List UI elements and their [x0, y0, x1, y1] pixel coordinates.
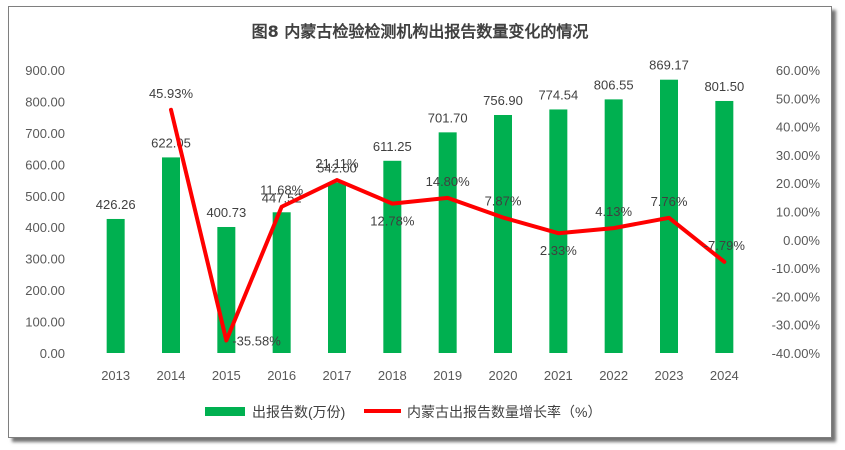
line-value-label: -7.79%: [704, 238, 746, 253]
right-tick-label: 50.00%: [776, 91, 821, 106]
left-tick-label: 300.00: [25, 252, 65, 267]
line-value-label: 14.80%: [426, 174, 471, 189]
x-tick-label: 2019: [433, 368, 462, 383]
x-tick-label: 2017: [323, 368, 352, 383]
x-tick-label: 2023: [655, 368, 684, 383]
bar-value-label: 774.54: [538, 87, 578, 102]
x-tick-label: 2015: [212, 368, 241, 383]
bar-value-label: 622.05: [151, 135, 191, 150]
right-tick-label: -20.00%: [772, 289, 821, 304]
right-tick-label: -30.00%: [772, 318, 821, 333]
bar: [715, 100, 734, 353]
line-value-label: 2.33%: [540, 243, 577, 258]
line-value-label: -35.58%: [232, 333, 281, 348]
legend: 出报告数(万份) 内蒙古出报告数量增长率（%）: [205, 404, 601, 420]
bar-value-label: 611.25: [373, 139, 412, 154]
line-value-label: 12.78%: [370, 214, 415, 229]
left-tick-label: 100.00: [25, 315, 65, 330]
line-value-labels: 45.93% -35.58% 11.68% 21.11% 12.78% 14.80% 7.8…: [149, 86, 745, 349]
bar: [383, 160, 402, 353]
bar: [328, 182, 346, 353]
bar-value-labels: 426.26622.05400.73447.52542.00611.25701.…: [96, 58, 744, 220]
right-tick-label: 60.00%: [776, 63, 821, 78]
x-tick-label: 2016: [267, 368, 296, 383]
bar: [106, 218, 125, 353]
line-value-label: 7.76%: [651, 194, 688, 209]
x-tick-label: 2022: [599, 368, 628, 383]
left-tick-label: 0.00: [40, 346, 65, 361]
bar-value-label: 801.50: [704, 79, 744, 94]
bar: [162, 157, 180, 353]
legend-swatch-bar: [205, 407, 245, 416]
left-tick-label: 400.00: [25, 220, 65, 235]
line-value-label: 4.13%: [595, 204, 632, 219]
right-tick-label: 40.00%: [776, 120, 821, 135]
right-axis: -40.00% -30.00% -20.00% -10.00% 0.00% 10.00% 2…: [772, 63, 821, 361]
chart-frame: 图8 内蒙古检验检测机构出报告数量变化的情况 0.00 100.00 200.00 3…: [8, 6, 832, 438]
bar: [494, 114, 512, 353]
bar-value-label: 806.55: [594, 77, 634, 92]
left-tick-label: 600.00: [25, 157, 65, 172]
line-value-label: 11.68%: [260, 183, 304, 198]
x-tick-label: 2020: [489, 368, 518, 383]
bar-value-label: 400.73: [206, 205, 246, 220]
x-tick-label: 2013: [101, 368, 130, 383]
x-tick-label: 2018: [378, 368, 407, 383]
x-tick-label: 2014: [157, 368, 186, 383]
legend-label-bar: 出报告数(万份): [252, 404, 345, 420]
bar-value-label: 701.70: [428, 110, 468, 125]
right-tick-label: 10.00%: [776, 205, 821, 220]
line-series: [169, 107, 727, 343]
left-tick-label: 500.00: [25, 189, 65, 204]
left-tick-label: 700.00: [25, 126, 65, 141]
bar-value-label: 542.00: [317, 161, 357, 176]
left-tick-label: 200.00: [25, 283, 65, 298]
chart-title: 图8 内蒙古检验检测机构出报告数量变化的情况: [252, 22, 589, 41]
line-value-label: 45.93%: [149, 86, 194, 101]
line-value-label: 7.87%: [485, 194, 522, 209]
right-tick-label: 30.00%: [776, 148, 821, 163]
bar: [272, 212, 291, 353]
bar: [438, 132, 457, 353]
left-axis: 0.00 100.00 200.00 300.00 400.00 500.00 600.00…: [25, 63, 65, 361]
bar-value-label: 869.17: [649, 58, 689, 73]
x-axis: 2013 2014 2015 2016 2017 2018 2019 2020 2021 2022…: [101, 368, 739, 383]
legend-label-line: 内蒙古出报告数量增长率（%）: [407, 404, 601, 420]
left-tick-label: 900.00: [25, 63, 65, 78]
right-tick-label: 20.00%: [776, 176, 821, 191]
bar-series: [106, 79, 734, 354]
right-tick-label: -40.00%: [772, 346, 821, 361]
bar-value-label: 756.90: [483, 93, 523, 108]
bar-value-label: 426.26: [96, 197, 136, 212]
x-tick-label: 2024: [710, 368, 739, 383]
chart-svg: 图8 内蒙古检验检测机构出报告数量变化的情况 0.00 100.00 200.00 3…: [25, 22, 821, 420]
x-tick-label: 2021: [544, 368, 573, 383]
right-tick-label: 0.00%: [783, 233, 820, 248]
left-tick-label: 800.00: [25, 94, 65, 109]
line-value-label: 21.11%: [315, 156, 359, 171]
right-tick-label: -10.00%: [772, 261, 821, 276]
